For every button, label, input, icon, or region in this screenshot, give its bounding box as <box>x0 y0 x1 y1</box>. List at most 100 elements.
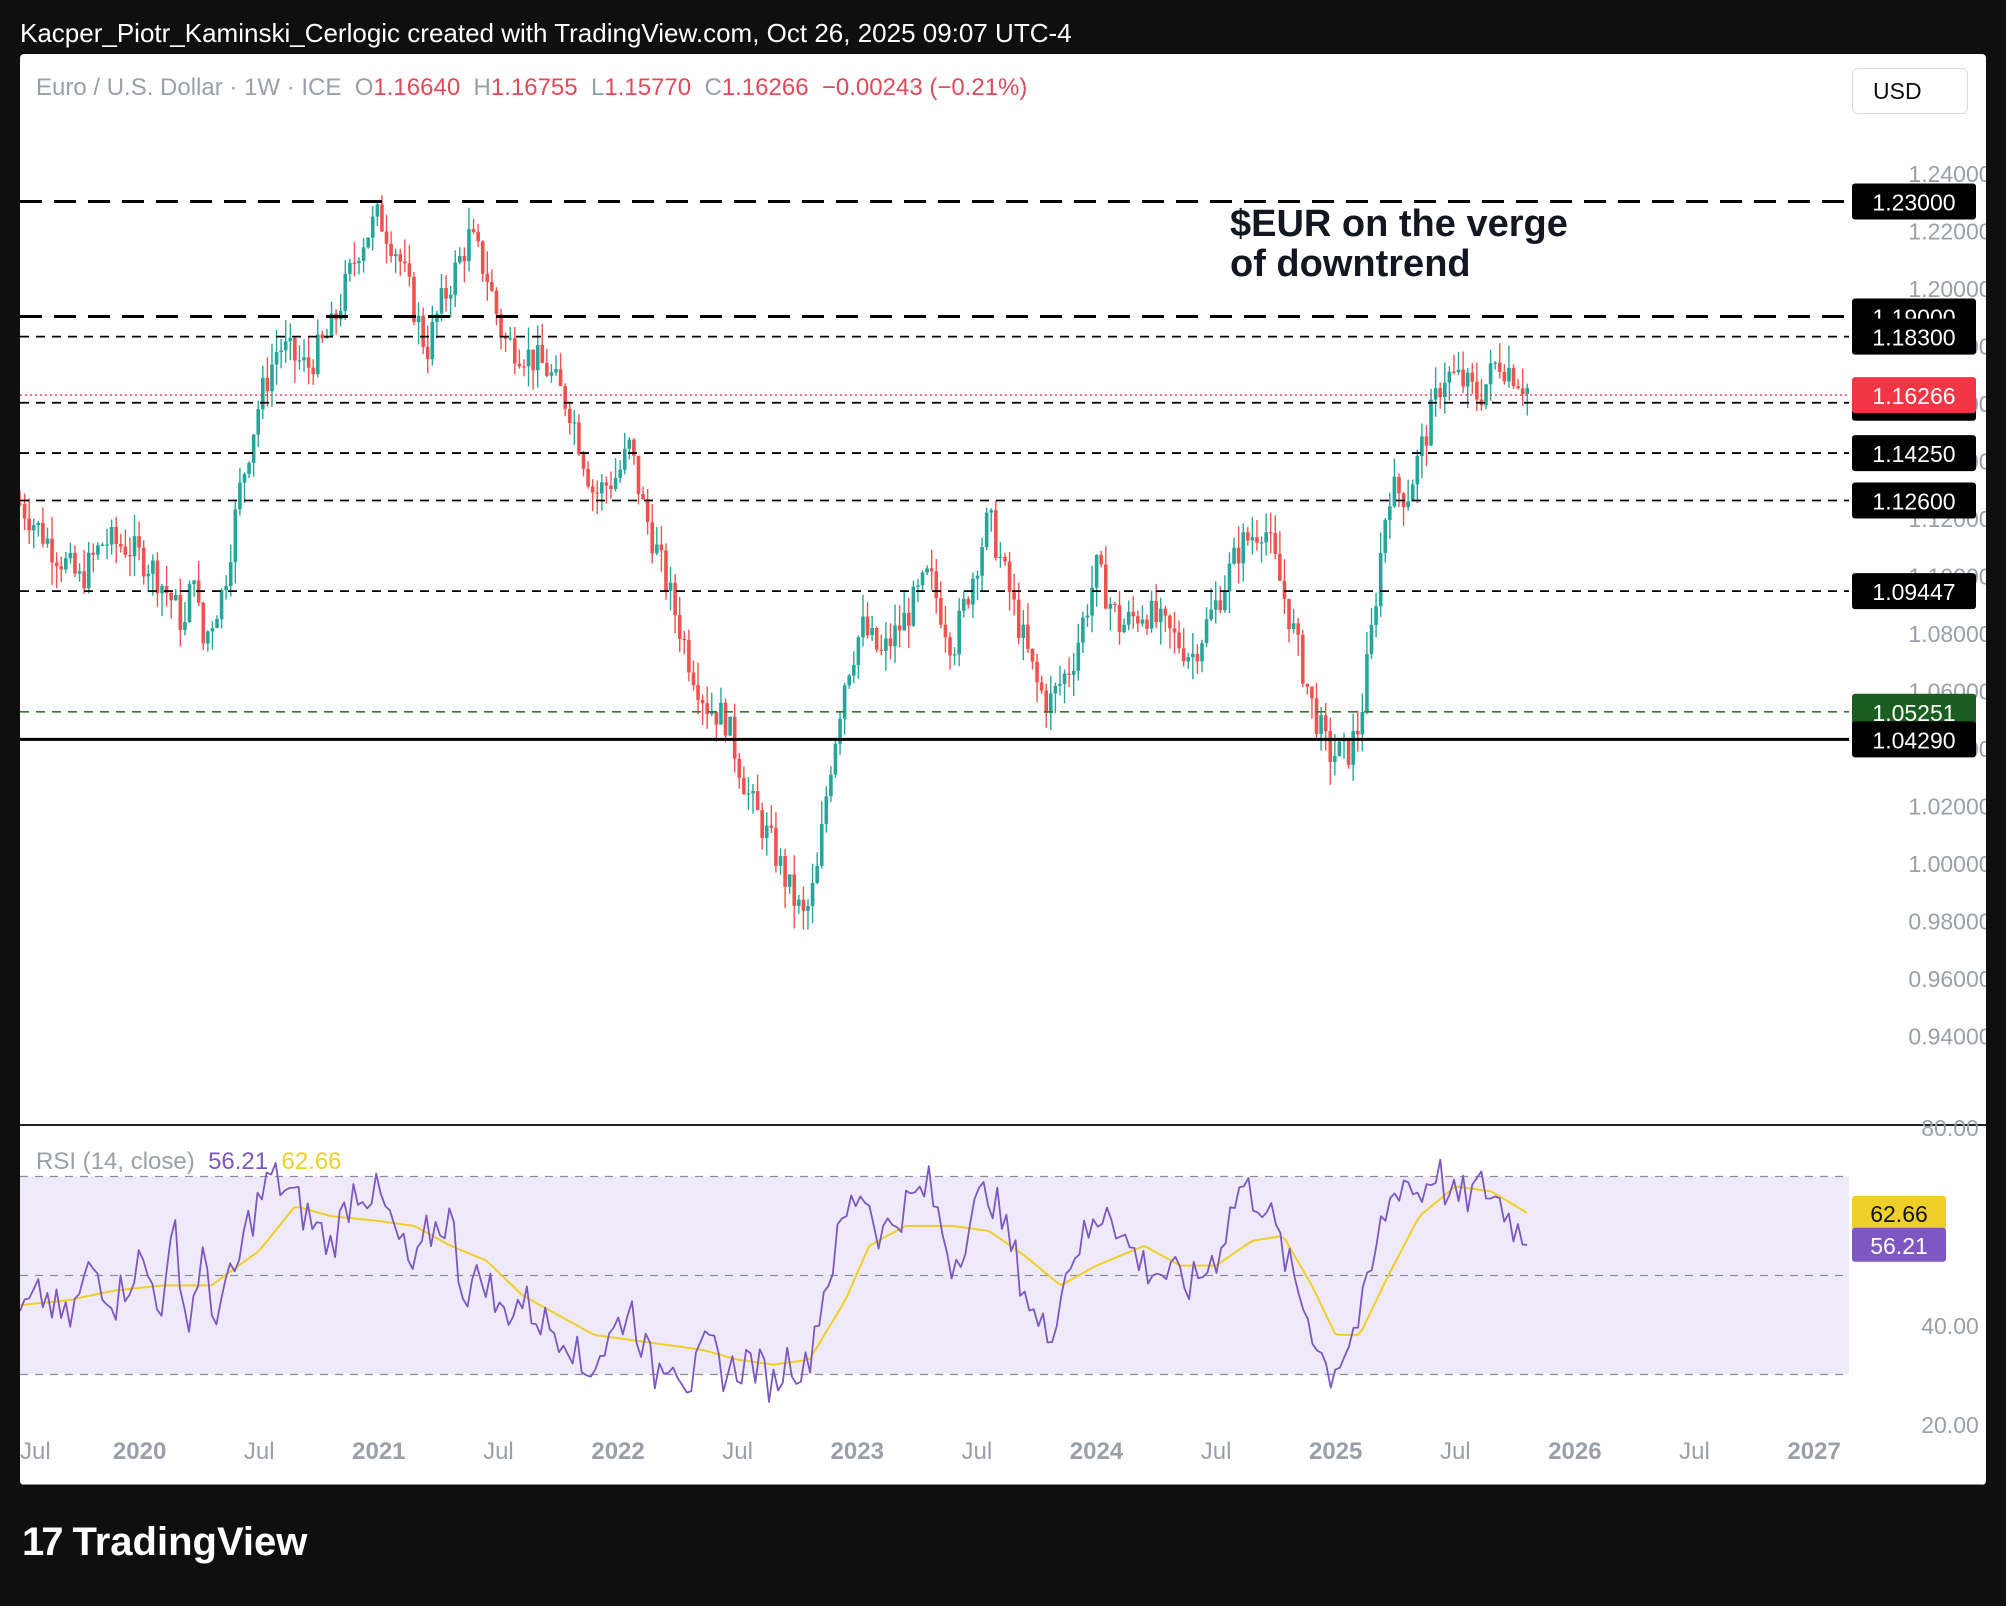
time-tick-label: Jul <box>20 1438 51 1465</box>
close-value: 1.16266 <box>721 74 809 101</box>
rsi-scale-label-bg <box>1852 1227 1946 1262</box>
candle-body <box>1346 738 1351 765</box>
currency-button[interactable]: USD <box>1852 68 1968 114</box>
candle-body <box>874 628 879 650</box>
rsi-value: 56.21 <box>208 1148 269 1175</box>
candle-body <box>668 582 673 591</box>
candle-body <box>1168 615 1172 629</box>
candle-body <box>462 256 467 262</box>
candle-body <box>274 352 279 365</box>
candle-body <box>600 482 604 494</box>
candle-body <box>228 562 233 587</box>
last-price-label-bg <box>1852 377 1976 414</box>
candle-body <box>1378 553 1383 607</box>
candle-body <box>797 899 801 906</box>
candle-body <box>114 526 119 544</box>
candle-body <box>1429 399 1433 446</box>
candle-body <box>384 231 389 244</box>
candle-body <box>288 337 293 342</box>
rsi-legend: RSI (14, close) 56.21 62.66 <box>36 1148 342 1176</box>
candle-body <box>1058 684 1062 686</box>
candle-body <box>512 338 517 364</box>
candle-body <box>994 510 998 558</box>
candle-body <box>1264 532 1268 543</box>
candle-body <box>1328 731 1333 763</box>
candle-body <box>966 599 971 605</box>
candle-body <box>77 571 82 574</box>
candle-body <box>109 526 114 545</box>
candle-body <box>1278 553 1282 581</box>
candle-body <box>416 315 421 323</box>
price-tick-label: 1.22000 <box>1908 218 1986 244</box>
price-tick-label: 0.96000 <box>1908 966 1986 992</box>
candle-body <box>627 439 632 449</box>
candle-body <box>1397 476 1401 494</box>
level-label: 1.18300 <box>1872 325 1955 351</box>
candle-body <box>1296 623 1300 635</box>
candle-body <box>439 287 444 314</box>
candle-body <box>1177 632 1181 649</box>
rsi-label[interactable]: RSI (14, close) <box>36 1148 195 1175</box>
candle-body <box>1122 624 1126 633</box>
candle-body <box>581 454 586 469</box>
candle-body <box>1305 683 1310 687</box>
candle-body <box>764 825 769 838</box>
candle-body <box>1333 756 1337 763</box>
candle-body <box>1076 642 1081 671</box>
candle-body <box>45 538 50 544</box>
candle-body <box>705 703 710 715</box>
candle-body <box>1456 369 1461 373</box>
candle-body <box>586 468 590 487</box>
candle-body <box>604 482 609 486</box>
price-tick-label: 1.08000 <box>1908 621 1986 647</box>
price-pane <box>20 195 1986 1485</box>
candle-body <box>1053 685 1058 694</box>
candle-body <box>1181 648 1186 662</box>
candle-body <box>1021 624 1026 639</box>
candle-body <box>1049 693 1053 713</box>
candle-body <box>815 865 819 883</box>
candle-body <box>906 612 911 626</box>
candle-body <box>1488 363 1493 385</box>
candle-body <box>1475 381 1479 400</box>
candle-body <box>522 366 526 368</box>
candle-body <box>1337 741 1342 757</box>
time-tick-label: 2025 <box>1309 1438 1362 1465</box>
last-price-label: 1.16266 <box>1872 383 1955 409</box>
rsi-ma-scale-label: 62.66 <box>1870 1201 1928 1227</box>
candle-body <box>1355 730 1360 735</box>
candle-body <box>897 625 902 631</box>
candle-body <box>22 503 27 519</box>
candle-body <box>1030 648 1035 662</box>
candle-body <box>503 337 508 339</box>
candle-body <box>430 321 435 360</box>
candle-body <box>590 486 595 493</box>
candle-body <box>1351 730 1355 765</box>
candle-body <box>567 408 572 424</box>
high-value: 1.16755 <box>490 74 578 101</box>
candle-body <box>801 899 806 911</box>
candle-body <box>146 573 151 577</box>
candle-body <box>329 313 334 337</box>
candle-body <box>1406 501 1410 508</box>
candle-body <box>1191 653 1195 658</box>
symbol-name[interactable]: Euro / U.S. Dollar · 1W · ICE <box>36 74 342 101</box>
candle-body <box>100 544 105 546</box>
candle-body <box>508 338 513 340</box>
candle-body <box>1424 436 1429 446</box>
candle-body <box>861 616 865 638</box>
time-tick-label: 2021 <box>352 1438 405 1465</box>
candle-body <box>1273 532 1278 554</box>
chart-panel[interactable]: 1.240001.220001.200001.180001.160001.140… <box>20 54 1986 1485</box>
candle-body <box>636 455 641 495</box>
candle-body <box>444 287 448 299</box>
candle-body <box>1502 371 1507 382</box>
tradingview-logo-icon: 17 <box>22 1520 63 1564</box>
level-label-bg <box>1852 318 1976 355</box>
candle-body <box>1126 611 1131 625</box>
tradingview-brand[interactable]: 17 TradingView <box>22 1520 307 1565</box>
price-chart[interactable]: 1.240001.220001.200001.180001.160001.140… <box>20 54 1986 1485</box>
candle-body <box>1447 371 1452 383</box>
candle-body <box>943 624 948 638</box>
candle-body <box>1241 532 1246 564</box>
